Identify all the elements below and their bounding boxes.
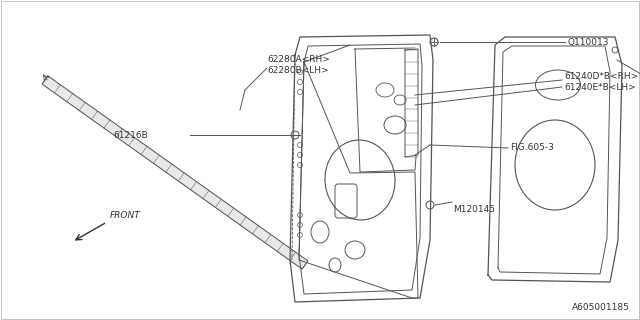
Polygon shape: [42, 76, 308, 269]
Text: Q110013: Q110013: [567, 37, 609, 46]
Polygon shape: [405, 49, 418, 157]
Text: 61240D*B<RH>
61240E*B<LH>: 61240D*B<RH> 61240E*B<LH>: [564, 72, 638, 92]
Text: 61216B: 61216B: [113, 131, 148, 140]
Text: M120145: M120145: [453, 205, 495, 214]
Text: FRONT: FRONT: [110, 211, 141, 220]
Text: FIG.605-3: FIG.605-3: [510, 143, 554, 153]
Text: 62280A<RH>
62280B<LH>: 62280A<RH> 62280B<LH>: [267, 55, 330, 75]
Text: A605001185: A605001185: [572, 303, 630, 312]
